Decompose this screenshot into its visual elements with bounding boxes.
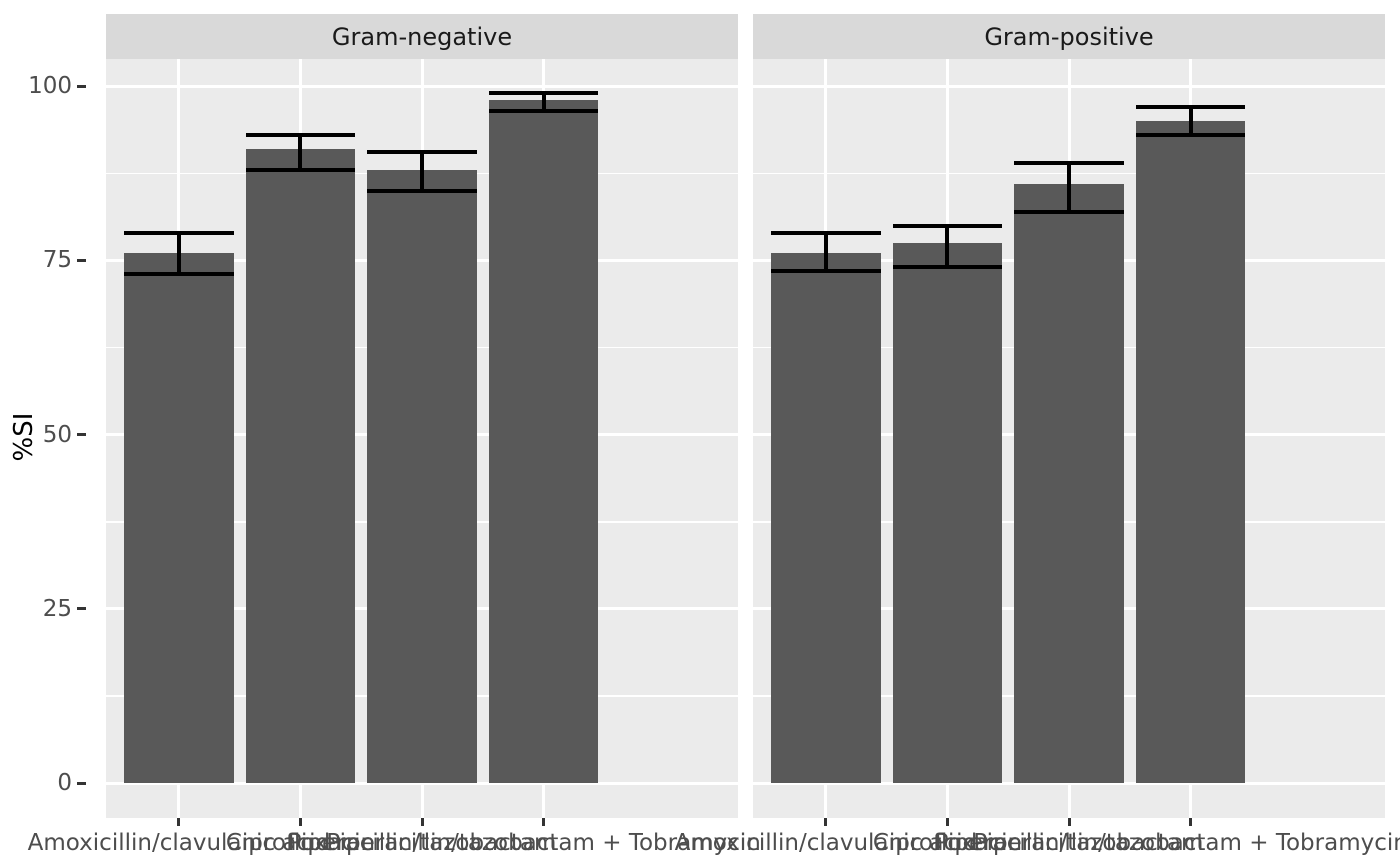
bar bbox=[367, 169, 477, 784]
error-bar-cap-lower bbox=[1014, 209, 1124, 214]
x-tick-mark bbox=[945, 818, 949, 826]
error-bar-line bbox=[176, 232, 181, 275]
bar bbox=[771, 253, 881, 784]
y-tick-mark bbox=[77, 258, 86, 262]
y-tick-label: 0 bbox=[57, 770, 72, 797]
error-bar-cap-lower bbox=[488, 108, 599, 113]
x-tick-label: Piperacillin/tazobactam + Tobramycin bbox=[973, 830, 1400, 856]
facet-strip-label: Gram-positive bbox=[984, 22, 1154, 51]
x-tick-label: Ciprofloxacin bbox=[225, 830, 376, 856]
facet-strip-label: Gram-negative bbox=[331, 22, 513, 51]
y-tick-mark bbox=[77, 84, 86, 88]
x-tick-mark bbox=[1189, 818, 1193, 826]
error-bar-cap-upper bbox=[771, 230, 881, 235]
x-tick-label: Piperacillin/tazobactam bbox=[287, 830, 557, 856]
bar bbox=[1014, 183, 1124, 784]
facet-panel bbox=[106, 59, 738, 818]
error-bar-line bbox=[420, 152, 424, 191]
x-tick-label: Piperacillin/tazobactam bbox=[934, 830, 1204, 856]
y-tick-mark bbox=[77, 781, 86, 785]
bar bbox=[124, 253, 234, 784]
bar bbox=[892, 243, 1003, 784]
error-bar-cap-lower bbox=[771, 268, 881, 273]
error-bar-cap-upper bbox=[367, 150, 477, 155]
x-tick-mark bbox=[1067, 818, 1071, 826]
y-tick-label: 50 bbox=[42, 421, 72, 448]
error-bar-line bbox=[1188, 107, 1193, 135]
error-bar-cap-lower bbox=[1135, 132, 1246, 137]
y-tick-mark bbox=[77, 607, 86, 611]
error-bar-cap-lower bbox=[124, 272, 234, 277]
error-bar-line bbox=[298, 134, 303, 170]
x-tick-label: Piperacillin/tazobactam + Tobramycin bbox=[326, 830, 761, 856]
error-bar-line bbox=[1067, 162, 1071, 212]
x-tick-label: Amoxicillin/clavulanic acid bbox=[27, 830, 331, 856]
bar bbox=[245, 148, 356, 784]
error-bar-cap-upper bbox=[124, 230, 234, 235]
x-tick-mark bbox=[177, 818, 181, 826]
error-bar-cap-lower bbox=[245, 167, 356, 172]
x-tick-mark bbox=[824, 818, 828, 826]
x-tick-mark bbox=[542, 818, 546, 826]
x-tick-mark bbox=[420, 818, 424, 826]
y-tick-label: 75 bbox=[42, 247, 72, 274]
error-bar-cap-upper bbox=[245, 132, 356, 137]
error-bar-line bbox=[541, 93, 546, 111]
x-tick-mark bbox=[298, 818, 302, 826]
facet-strip: Gram-negative bbox=[106, 14, 738, 59]
y-tick-mark bbox=[77, 433, 86, 437]
error-bar-cap-lower bbox=[367, 188, 477, 193]
x-tick-label: Ciprofloxacin bbox=[872, 830, 1023, 856]
error-bar-cap-upper bbox=[488, 91, 599, 96]
bar bbox=[488, 100, 599, 784]
error-bar-cap-upper bbox=[1014, 160, 1124, 165]
bar bbox=[1135, 121, 1246, 784]
error-bar-line bbox=[823, 232, 828, 271]
x-tick-label: Amoxicillin/clavulanic acid bbox=[674, 830, 978, 856]
error-bar-cap-lower bbox=[892, 265, 1003, 270]
facet-panel bbox=[753, 59, 1385, 818]
facet-strip: Gram-positive bbox=[753, 14, 1385, 59]
error-bar-line bbox=[945, 225, 950, 268]
error-bar-cap-upper bbox=[1135, 105, 1246, 110]
error-bar-cap-upper bbox=[892, 223, 1003, 228]
y-tick-label: 25 bbox=[42, 595, 72, 622]
y-tick-label: 100 bbox=[28, 73, 72, 100]
